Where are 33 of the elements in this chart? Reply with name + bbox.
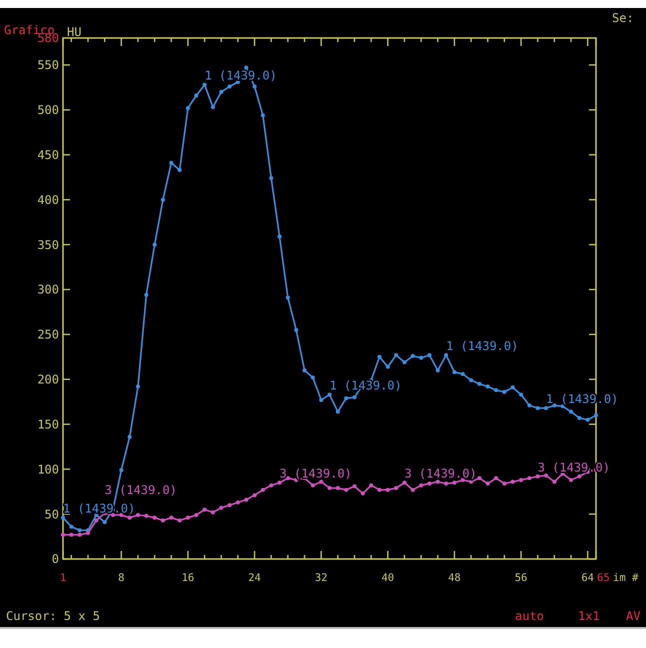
text: AV	[626, 609, 640, 623]
x-tick-label: 48	[448, 572, 461, 584]
annotation: 3 (1439.0)	[280, 466, 352, 481]
y-tick-label: 350	[37, 238, 59, 252]
y-tick-label: 400	[37, 192, 59, 207]
x-tick-label: 64	[581, 572, 594, 584]
y-tick-label: 450	[37, 148, 59, 162]
text: Se:	[612, 11, 634, 25]
annotation: 3 (1439.0)	[404, 466, 477, 481]
x-tick-label: 32	[314, 572, 328, 584]
annotation: 3 (1439.0)	[104, 483, 177, 498]
y-tick-label: 0	[52, 552, 59, 566]
y-tick-label: 150	[37, 417, 59, 432]
y-tick-label: 500	[37, 103, 59, 118]
x-tick-label: 65	[597, 572, 610, 584]
text: Cursor: 5 x 5	[6, 609, 100, 623]
y-tick-label: 550	[37, 58, 59, 72]
x-axis-title: im #	[613, 572, 639, 584]
x-tick-label: 40	[381, 572, 394, 584]
x-tick-label: 56	[514, 572, 528, 584]
annotation: 1 (1439.0)	[446, 339, 518, 354]
y-tick-label: 250	[37, 328, 59, 342]
text: 1x1	[578, 609, 600, 623]
y-axis-title: HU	[67, 25, 82, 39]
x-tick-label: 1	[60, 572, 66, 584]
y-tick-label: 100	[37, 462, 59, 476]
text: auto	[515, 609, 544, 623]
x-tick-label: 16	[182, 572, 194, 584]
y-tick-label: 200	[37, 372, 59, 387]
y-tick-label: 50	[44, 507, 59, 522]
y-tick-label: 300	[37, 282, 59, 297]
x-tick-label: 8	[118, 572, 124, 584]
x-tick-label: 24	[248, 572, 261, 584]
